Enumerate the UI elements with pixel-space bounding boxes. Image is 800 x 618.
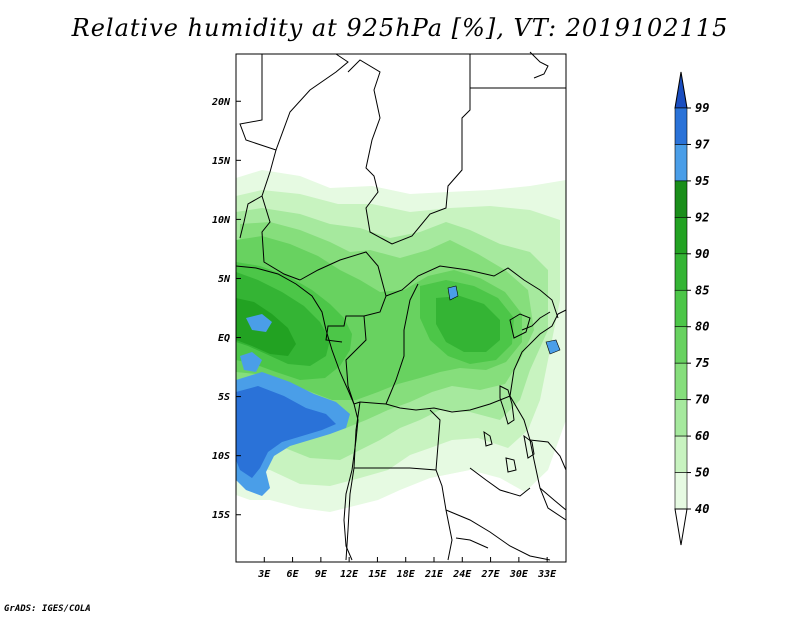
lon-label: 30E (509, 569, 529, 580)
colorbar-label: 60 (695, 429, 709, 443)
colorbar-label: 70 (695, 393, 709, 407)
country-borders (239, 53, 567, 561)
coastline (235, 51, 549, 561)
lat-label: 5N (218, 274, 231, 285)
longitude-axis: 3E 6E 9E 12E 15E 18E 21E 24E 27E 30E 33E (257, 557, 557, 580)
lon-label: 12E (340, 569, 359, 580)
colorbar-label: 97 (695, 137, 710, 151)
colorbar-label: 90 (695, 247, 709, 261)
colorbar: 40 50 60 70 75 80 85 90 92 95 97 99 (674, 71, 710, 546)
colorbar-swatch (674, 217, 688, 255)
colorbar-swatch (674, 326, 688, 364)
credit-label: GrADS: IGES/COLA (4, 604, 91, 614)
lon-label: 18E (397, 569, 416, 580)
lon-label: 24E (452, 569, 472, 580)
lat-label: 15S (212, 510, 230, 521)
colorbar-swatch (674, 472, 688, 510)
lon-label: 6E (287, 569, 300, 580)
colorbar-swatch (674, 180, 688, 218)
lat-label: 15N (212, 156, 231, 167)
humidity-field (236, 170, 566, 512)
lon-label: 3E (257, 569, 271, 580)
map-title: Relative humidity at 925hPa [%], VT: 201… (71, 14, 729, 42)
colorbar-label: 92 (695, 210, 709, 224)
lat-label: 5S (218, 392, 230, 403)
colorbar-bottom-arrow (674, 508, 688, 546)
lat-label: 20N (211, 97, 231, 108)
lat-label: 10S (212, 451, 230, 462)
colorbar-label: 75 (695, 356, 709, 370)
colorbar-swatch (674, 107, 688, 145)
latitude-axis: 20N 15N 10N 5N EQ 5S 10S 15S (211, 97, 241, 521)
colorbar-label: 99 (695, 101, 709, 115)
colorbar-swatch (674, 253, 688, 291)
colorbar-label: 40 (695, 502, 709, 516)
colorbar-swatch (674, 399, 688, 437)
lon-label: 21E (424, 569, 444, 580)
colorbar-swatch (674, 435, 688, 473)
colorbar-label: 95 (695, 174, 709, 188)
lon-label: 33E (537, 569, 557, 580)
colorbar-label: 85 (695, 283, 709, 297)
lon-label: 9E (315, 569, 328, 580)
colorbar-swatch (674, 289, 688, 328)
colorbar-top-arrow (674, 71, 688, 109)
colorbar-label: 50 (695, 466, 709, 480)
lon-label: 27E (481, 569, 501, 580)
lat-label: EQ (218, 333, 230, 344)
lon-label: 15E (368, 569, 387, 580)
map-frame (235, 53, 567, 563)
lakes (447, 285, 561, 355)
colorbar-swatch (674, 362, 688, 400)
colorbar-label: 80 (695, 320, 709, 334)
colorbar-swatch (674, 144, 688, 182)
lat-label: 10N (212, 215, 231, 226)
